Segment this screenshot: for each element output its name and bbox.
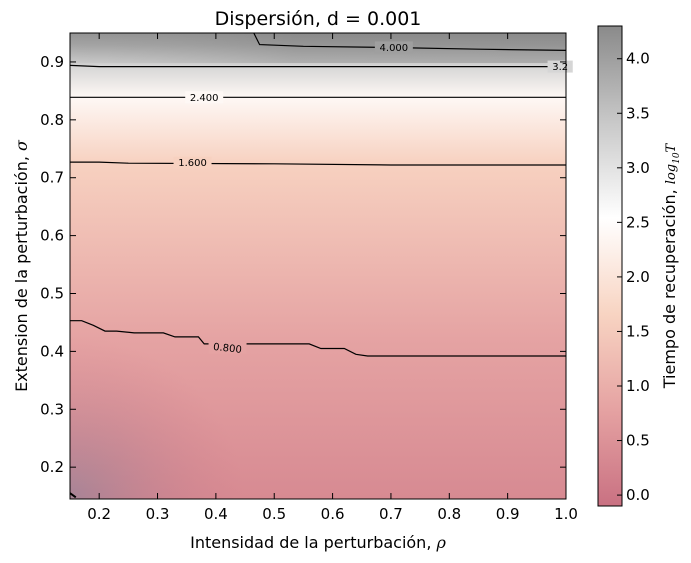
y-axis-label-text: Extension de la perturbación, <box>12 156 31 392</box>
colorbar-label-variable: T <box>664 142 679 152</box>
y-tick-label: 0.4 <box>40 342 64 360</box>
x-axis-label-symbol: ρ <box>436 533 447 552</box>
x-tick-label: 0.4 <box>204 505 228 523</box>
x-tick-label: 0.3 <box>146 505 170 523</box>
colorbar-label-symbol: log <box>664 164 679 184</box>
y-tick-label: 0.7 <box>40 169 64 187</box>
chart-title: Dispersión, d = 0.001 <box>215 8 422 30</box>
colorbar-tick-label: 3.0 <box>626 159 650 177</box>
colorbar-label-text: Tiempo de recuperación, <box>660 189 679 389</box>
contour-line-5 <box>70 492 77 499</box>
y-tick-label: 0.5 <box>40 284 64 302</box>
colorbar-tick-label: 1.0 <box>626 377 650 395</box>
y-tick-label: 0.9 <box>40 53 64 71</box>
colorbar-tick-label: 2.5 <box>626 213 650 231</box>
colorbar-ticks: 0.0 0.5 1.0 1.5 2.0 2.5 3.0 3.5 4.0 <box>617 50 650 504</box>
x-tick-label: 0.9 <box>496 505 520 523</box>
plot-frame <box>69 32 567 500</box>
x-axis-ticks: 0.2 0.3 0.4 0.5 0.6 0.7 0.8 0.9 1.0 <box>87 33 578 523</box>
colorbar-frame <box>597 25 623 507</box>
x-tick-label: 0.5 <box>262 505 286 523</box>
colorbar-tick-label: 0.0 <box>626 486 650 504</box>
colorbar-label-subscript: 10 <box>672 152 682 164</box>
x-tick-label: 0.7 <box>379 505 403 523</box>
colorbar-label: Tiempo de recuperación, log10T <box>660 142 682 389</box>
x-axis-label: Intensidad de la perturbación, ρ <box>190 533 446 552</box>
y-axis-ticks: 0.2 0.3 0.4 0.5 0.6 0.7 0.8 0.9 <box>40 53 566 476</box>
y-tick-label: 0.2 <box>40 458 64 476</box>
y-tick-label: 0.6 <box>40 227 64 245</box>
colorbar-tick-label: 0.5 <box>626 432 650 450</box>
colorbar-tick-label: 4.0 <box>626 50 650 68</box>
y-axis-label: Extension de la perturbación, σ <box>12 139 31 392</box>
contour-label-0: 0.800 <box>213 342 243 356</box>
colorbar-tick-label: 2.0 <box>626 268 650 286</box>
heatmap-corner-shade <box>70 33 566 499</box>
contour-line-3 <box>70 64 566 68</box>
contour-label-3: 3.2 <box>552 62 568 73</box>
contour-label-bg-0 <box>208 341 247 354</box>
contour-labels: 0.800 1.600 2.400 3.2 4.000 <box>173 41 573 356</box>
contour-label-bg-3 <box>547 60 573 73</box>
contour-line-4 <box>253 33 566 51</box>
colorbar-tick-label: 1.5 <box>626 322 650 340</box>
contour-label-bg-2 <box>185 91 224 104</box>
contour-line-0 <box>70 320 566 357</box>
x-tick-label: 0.6 <box>321 505 345 523</box>
contour-label-4: 4.000 <box>380 43 409 54</box>
x-tick-label: 0.2 <box>87 505 111 523</box>
contour-label-bg-4 <box>374 41 413 54</box>
x-tick-label: 0.8 <box>437 505 461 523</box>
colorbar-fill <box>598 26 622 506</box>
x-tick-label: 1.0 <box>554 505 578 523</box>
contour-label-2: 2.400 <box>190 93 219 104</box>
contour-lines <box>70 33 566 499</box>
y-tick-label: 0.3 <box>40 400 64 418</box>
contour-label-bg-1 <box>173 156 212 169</box>
plot-area <box>70 33 566 499</box>
x-axis-label-text: Intensidad de la perturbación, <box>190 533 431 552</box>
colorbar: 0.0 0.5 1.0 1.5 2.0 2.5 3.0 3.5 4.0 <box>597 25 650 507</box>
y-axis-label-symbol: σ <box>12 139 31 151</box>
y-tick-label: 0.8 <box>40 111 64 129</box>
contour-label-1: 1.600 <box>178 158 207 169</box>
colorbar-tick-label: 3.5 <box>626 104 650 122</box>
